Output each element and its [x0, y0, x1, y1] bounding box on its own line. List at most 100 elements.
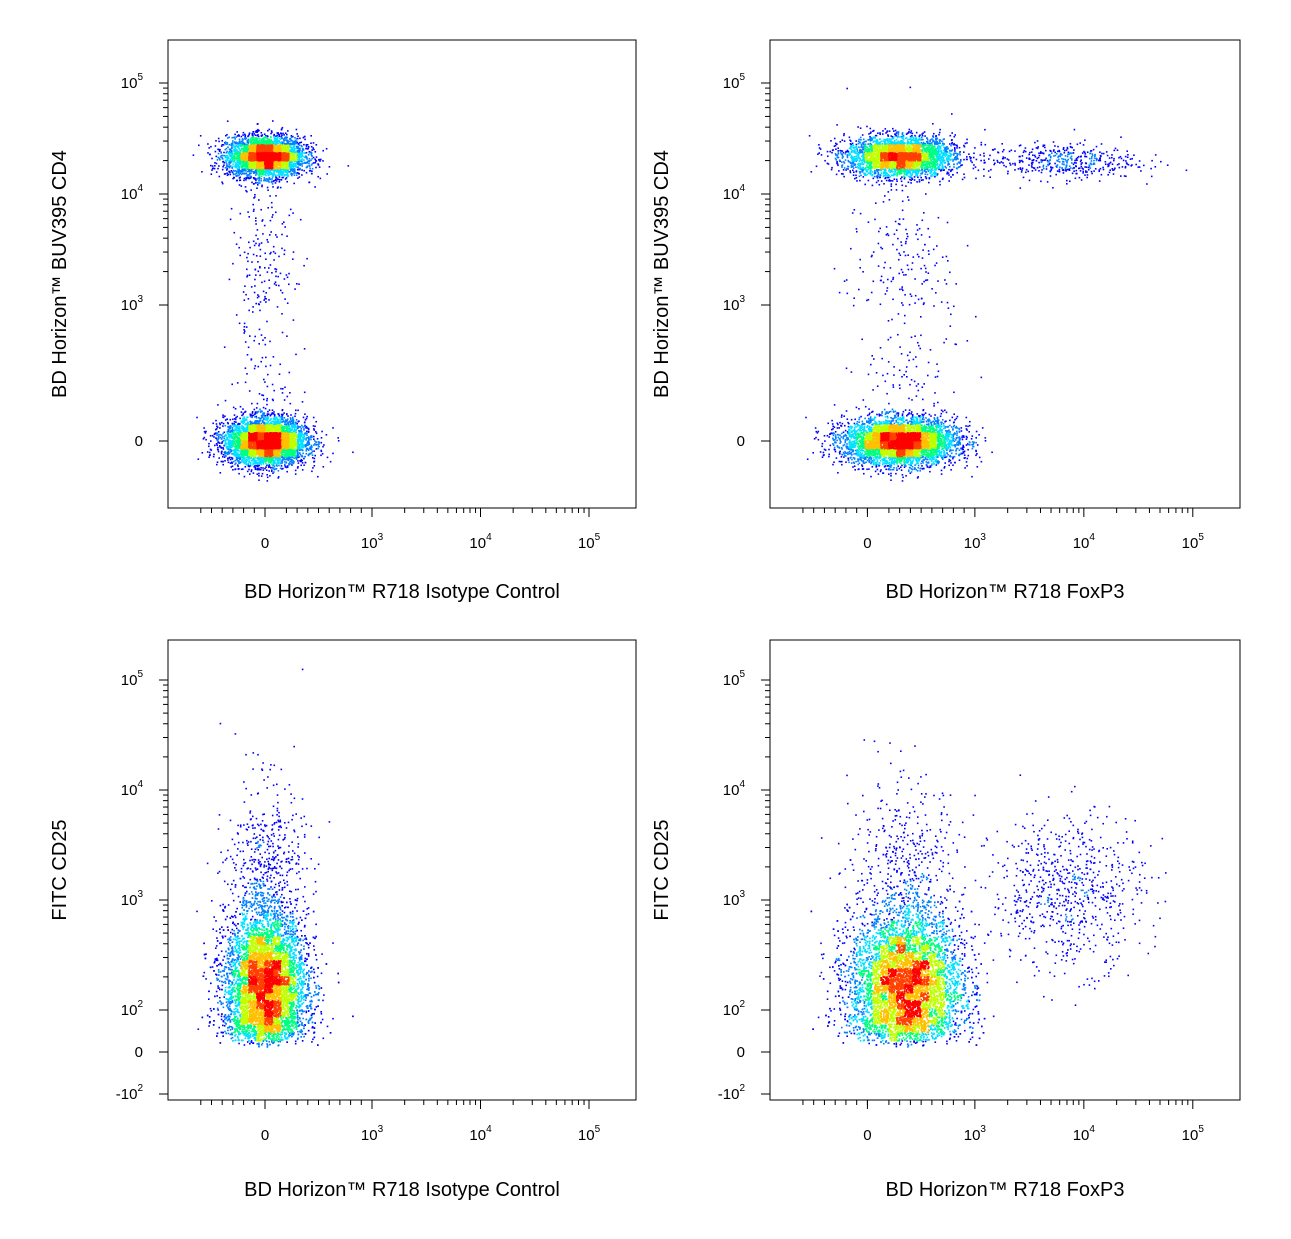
scatter-point: [236, 443, 239, 446]
scatter-point: [236, 442, 239, 444]
scatter-point: [301, 462, 304, 464]
scatter-point: [243, 251, 246, 254]
scatter-point: [279, 419, 282, 422]
scatter-point: [261, 410, 263, 413]
scatter-point: [296, 442, 299, 444]
scatter-point: [231, 462, 233, 464]
scatter-point: [249, 424, 251, 427]
scatter-point: [223, 346, 226, 348]
scatter-point: [289, 449, 292, 451]
scatter-point: [237, 465, 239, 468]
scatter-point: [278, 426, 280, 429]
scatter-point: [292, 212, 294, 214]
scatter-point: [285, 419, 287, 421]
scatter-point: [289, 392, 291, 394]
scatter-point: [282, 426, 284, 429]
scatter-point: [290, 139, 292, 141]
scatter-point: [222, 422, 225, 425]
scatter-point: [239, 155, 241, 158]
scatter-point: [242, 422, 244, 425]
scatter-point: [274, 140, 276, 143]
scatter-point: [231, 383, 233, 386]
scatter-point: [289, 171, 291, 173]
scatter-point: [244, 451, 246, 454]
scatter-point: [258, 175, 261, 177]
scatter-point: [304, 455, 306, 458]
scatter-point: [260, 208, 262, 211]
scatter-point: [286, 276, 289, 279]
scatter-point: [297, 153, 300, 156]
scatter-point: [233, 425, 235, 428]
scatter-point: [235, 442, 238, 444]
scatter-point: [255, 179, 257, 182]
scatter-point: [285, 174, 288, 176]
scatter-point: [310, 438, 312, 441]
scatter-point: [243, 434, 245, 437]
scatter-point: [253, 461, 256, 463]
scatter-point: [241, 143, 244, 145]
scatter-point: [286, 470, 288, 473]
scatter-point: [258, 479, 260, 481]
scatter-point: [262, 233, 264, 235]
scatter-point: [232, 262, 234, 265]
scatter-point: [281, 430, 283, 433]
scatter-point: [313, 438, 315, 440]
scatter-point: [247, 421, 249, 423]
scatter-point: [295, 425, 297, 427]
scatter-point: [212, 422, 214, 425]
scatter-point: [250, 175, 252, 178]
scatter-point: [277, 275, 279, 278]
scatter-point: [321, 453, 324, 455]
scatter-point: [311, 470, 313, 473]
scatter-point: [277, 160, 279, 163]
scatter-point: [282, 149, 284, 151]
scatter-point: [291, 170, 294, 172]
scatter-point: [298, 443, 300, 446]
scatter-point: [283, 428, 285, 431]
scatter-point: [224, 424, 227, 427]
scatter-point: [293, 437, 296, 440]
scatter-point: [280, 132, 282, 134]
scatter-point: [302, 155, 304, 158]
scatter-point: [302, 438, 304, 440]
scatter-point: [250, 358, 253, 360]
scatter-point: [249, 429, 252, 431]
scatter-point: [275, 195, 277, 197]
scatter-point: [279, 172, 282, 175]
scatter-point: [254, 365, 257, 367]
scatter-point: [281, 416, 284, 419]
scatter-point: [291, 459, 293, 461]
scatter-point: [294, 438, 297, 441]
scatter-point: [277, 174, 279, 177]
scatter-point: [227, 433, 230, 436]
scatter-point: [254, 459, 256, 461]
scatter-point: [309, 436, 312, 439]
scatter-point: [233, 448, 236, 451]
scatter-point: [264, 467, 266, 470]
scatter-point: [293, 457, 295, 460]
scatter-point: [294, 440, 296, 442]
scatter-point: [265, 462, 267, 465]
scatter-point: [271, 131, 273, 134]
scatter-point: [236, 149, 239, 151]
scatter-point: [224, 159, 227, 162]
scatter-point: [306, 158, 308, 160]
scatter-point: [222, 425, 224, 427]
scatter-point: [308, 438, 311, 440]
scatter-point: [221, 421, 223, 424]
scatter-point: [275, 430, 278, 433]
scatter-point: [291, 442, 294, 444]
scatter-point: [208, 153, 211, 156]
scatter-point: [232, 444, 234, 447]
scatter-point: [296, 449, 298, 451]
scatter-point: [268, 128, 271, 131]
scatter-point: [217, 441, 219, 443]
scatter-point: [249, 450, 252, 452]
scatter-point: [277, 139, 279, 142]
scatter-point: [210, 145, 212, 148]
scatter-point: [229, 148, 232, 150]
scatter-point: [236, 157, 238, 160]
scatter-point: [234, 440, 237, 442]
scatter-point: [306, 442, 308, 444]
scatter-point: [298, 452, 301, 454]
